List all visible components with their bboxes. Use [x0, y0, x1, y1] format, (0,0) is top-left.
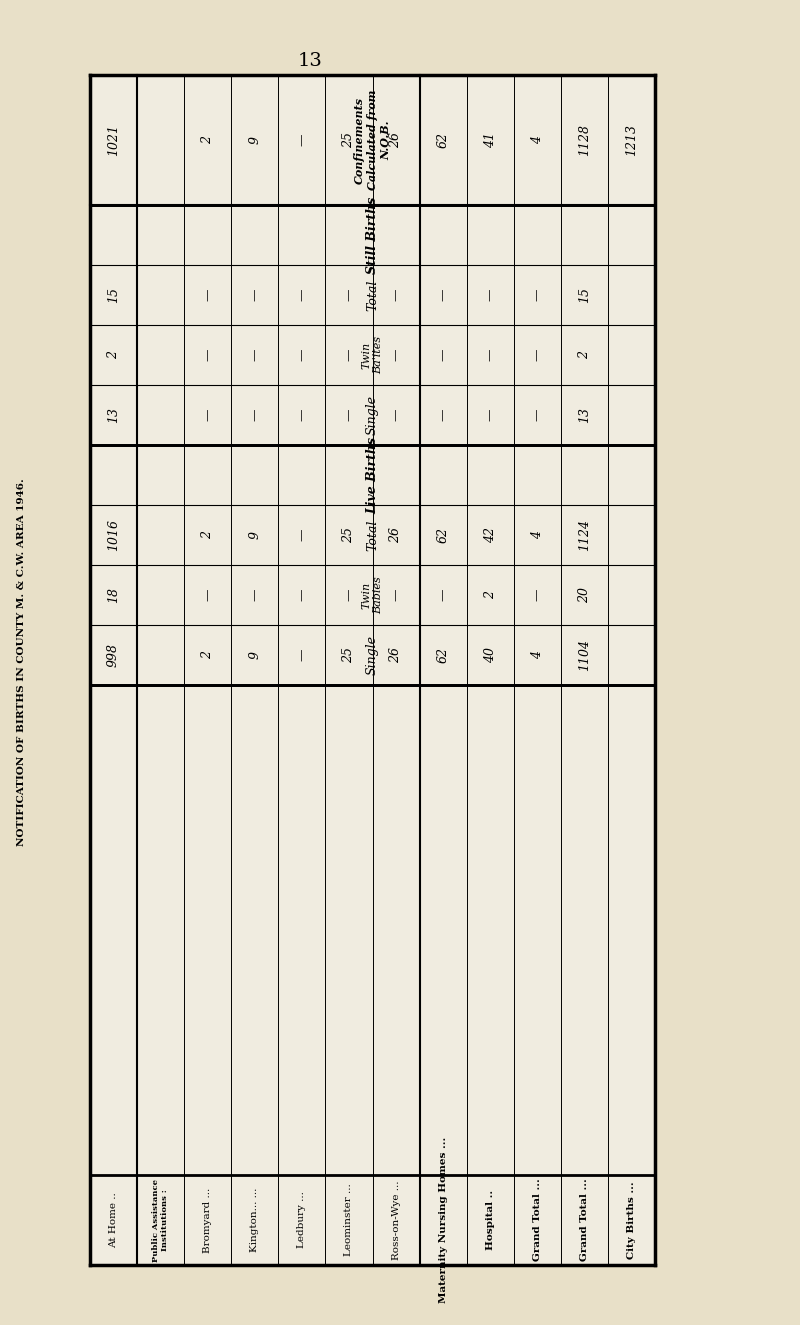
Text: 2: 2	[202, 651, 214, 659]
Text: 2: 2	[578, 351, 591, 359]
Text: —: —	[295, 134, 308, 146]
Text: Single: Single	[366, 635, 379, 674]
Text: Maternity Nursing Homes ...: Maternity Nursing Homes ...	[438, 1137, 448, 1302]
Text: —: —	[342, 348, 355, 362]
Text: —: —	[248, 588, 262, 602]
Text: —: —	[248, 408, 262, 421]
Text: Kington... ...: Kington... ...	[250, 1187, 259, 1252]
Text: 26: 26	[390, 527, 402, 543]
Text: 26: 26	[390, 647, 402, 662]
Text: 4: 4	[530, 651, 544, 659]
Text: 15: 15	[107, 288, 120, 303]
Bar	[90, 76, 655, 1265]
Text: 25: 25	[342, 647, 355, 662]
Text: 40: 40	[484, 647, 497, 662]
Text: —: —	[437, 289, 450, 301]
Text: —: —	[202, 408, 214, 421]
Text: 998: 998	[107, 643, 120, 666]
Text: —: —	[202, 588, 214, 602]
Text: Grand Total ...: Grand Total ...	[533, 1179, 542, 1261]
Text: —: —	[484, 348, 497, 362]
Text: 13: 13	[298, 52, 322, 70]
Text: 1016: 1016	[107, 519, 120, 551]
Text: 18: 18	[107, 587, 120, 603]
Text: Leominster ...: Leominster ...	[345, 1183, 354, 1256]
Text: 13: 13	[107, 407, 120, 423]
Text: —: —	[295, 348, 308, 362]
Text: NOTIFICATION OF BIRTHS IN COUNTY M. & C.W. AREA 1946.: NOTIFICATION OF BIRTHS IN COUNTY M. & C.…	[18, 478, 26, 845]
Text: 1124: 1124	[578, 519, 591, 551]
Text: 1213: 1213	[625, 125, 638, 156]
Text: 15: 15	[578, 288, 591, 303]
Text: —: —	[530, 348, 544, 362]
Text: 13: 13	[578, 407, 591, 423]
Text: 9: 9	[248, 136, 262, 144]
Text: Hospital ..: Hospital ..	[486, 1190, 494, 1249]
Text: 9: 9	[248, 531, 262, 539]
Text: 42: 42	[484, 527, 497, 543]
Text: —: —	[437, 408, 450, 421]
Text: Public Assistance
Institutions :: Public Assistance Institutions :	[152, 1178, 170, 1261]
Text: —: —	[484, 408, 497, 421]
Text: —: —	[437, 588, 450, 602]
Text: Ledbury ...: Ledbury ...	[298, 1191, 306, 1248]
Text: 62: 62	[437, 132, 450, 148]
Text: —: —	[342, 588, 355, 602]
Text: 2: 2	[107, 351, 120, 359]
Text: —: —	[390, 408, 402, 421]
Text: —: —	[484, 289, 497, 301]
Text: 4: 4	[530, 531, 544, 539]
Text: Ross-on-Wye ...: Ross-on-Wye ...	[391, 1181, 401, 1260]
Text: Bromyard ...: Bromyard ...	[203, 1187, 212, 1252]
Text: 1021: 1021	[107, 125, 120, 156]
Text: —: —	[248, 289, 262, 301]
Text: City Births ...: City Births ...	[627, 1181, 636, 1259]
Text: 2: 2	[202, 136, 214, 144]
Text: Total: Total	[366, 280, 379, 310]
Text: —: —	[295, 289, 308, 301]
Text: —: —	[390, 588, 402, 602]
Text: —: —	[342, 289, 355, 301]
Text: 2: 2	[202, 531, 214, 539]
Text: Confinements
Calculated from
N.O.B.: Confinements Calculated from N.O.B.	[354, 90, 391, 191]
Text: Twin
Babies: Twin Babies	[362, 576, 383, 613]
Text: —: —	[390, 289, 402, 301]
Text: 26: 26	[390, 132, 402, 148]
Text: —: —	[295, 649, 308, 661]
Text: —: —	[295, 529, 308, 541]
Text: 2: 2	[484, 591, 497, 599]
Text: 25: 25	[342, 527, 355, 543]
Text: 1128: 1128	[578, 125, 591, 156]
Text: —: —	[295, 588, 308, 602]
Text: —: —	[390, 348, 402, 362]
Text: —: —	[248, 348, 262, 362]
Text: —: —	[530, 408, 544, 421]
Text: 9: 9	[248, 651, 262, 659]
Text: 41: 41	[484, 132, 497, 148]
Text: —: —	[530, 289, 544, 301]
Text: —: —	[202, 289, 214, 301]
Text: 62: 62	[437, 647, 450, 662]
Text: Grand Total ...: Grand Total ...	[580, 1179, 589, 1261]
Text: Total: Total	[366, 519, 379, 551]
Text: —: —	[530, 588, 544, 602]
Text: 20: 20	[578, 587, 591, 603]
Text: 25: 25	[342, 132, 355, 148]
Text: 1104: 1104	[578, 639, 591, 670]
Text: Live Births: Live Births	[366, 436, 379, 514]
Text: 62: 62	[437, 527, 450, 543]
Text: —: —	[202, 348, 214, 362]
Text: —: —	[342, 408, 355, 421]
Text: Single: Single	[366, 395, 379, 435]
Text: 4: 4	[530, 136, 544, 144]
Text: Still Births: Still Births	[366, 196, 379, 274]
Text: At Home ..: At Home ..	[109, 1192, 118, 1248]
Text: Twin
Ba'ites: Twin Ba'ites	[362, 337, 383, 374]
Text: —: —	[295, 408, 308, 421]
Text: —: —	[437, 348, 450, 362]
